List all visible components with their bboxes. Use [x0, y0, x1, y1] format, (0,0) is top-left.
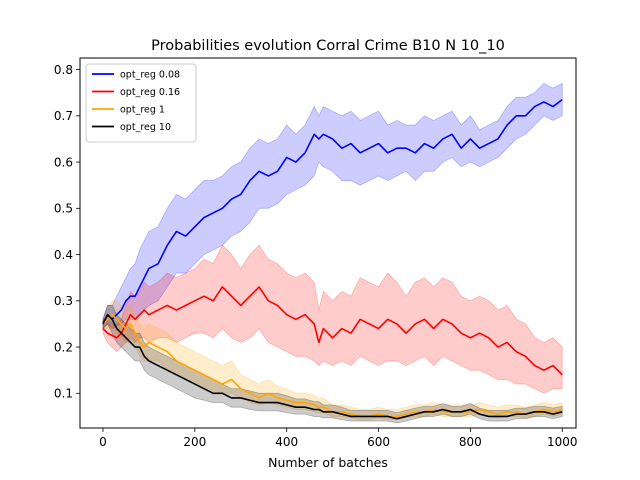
series-1-band	[102, 244, 563, 394]
plot-frame	[79, 57, 577, 429]
series-0-line	[102, 98, 563, 325]
y-tick-label: 0.5	[54, 202, 73, 216]
y-tick-label: 0.2	[54, 340, 73, 354]
series-3-line	[102, 313, 563, 420]
x-tick-label: 800	[459, 435, 482, 449]
chart-title: Probabilities evolution Corral Crime B10…	[151, 38, 505, 54]
legend-label: opt_reg 1	[120, 105, 165, 116]
x-axis-label: Number of batches	[268, 455, 388, 470]
y-tick-label: 0.3	[54, 294, 73, 308]
legend-label: opt_reg 0.08	[120, 70, 180, 81]
x-tick-label: 200	[183, 435, 206, 449]
y-tick-label: 0.7	[54, 109, 73, 123]
x-tick-label: 600	[367, 435, 390, 449]
x-tick-label: 0	[99, 435, 107, 449]
legend-box	[85, 63, 197, 143]
series-0-band	[102, 82, 563, 330]
legend: opt_reg 0.08 opt_reg 0.16 opt_reg 1 opt_reg…	[85, 63, 197, 143]
y-axis: 0.1 0.2 0.3 0.4 0.5 0.6 0.7 0.8	[54, 63, 80, 401]
y-tick-label: 0.6	[54, 155, 73, 169]
legend-label: opt_reg 10	[120, 122, 171, 133]
x-tick-label: 400	[275, 435, 298, 449]
y-tick-label: 0.4	[54, 248, 73, 262]
x-axis: 0 200 400 600 800 1000	[99, 428, 577, 449]
series-1-line	[102, 286, 563, 376]
x-tick-label: 1000	[547, 435, 578, 449]
y-tick-label: 0.1	[54, 387, 73, 401]
series-2-line	[102, 313, 563, 418]
series-lines	[102, 98, 563, 420]
y-tick-label: 0.8	[54, 63, 73, 77]
legend-label: opt_reg 0.16	[120, 87, 180, 98]
